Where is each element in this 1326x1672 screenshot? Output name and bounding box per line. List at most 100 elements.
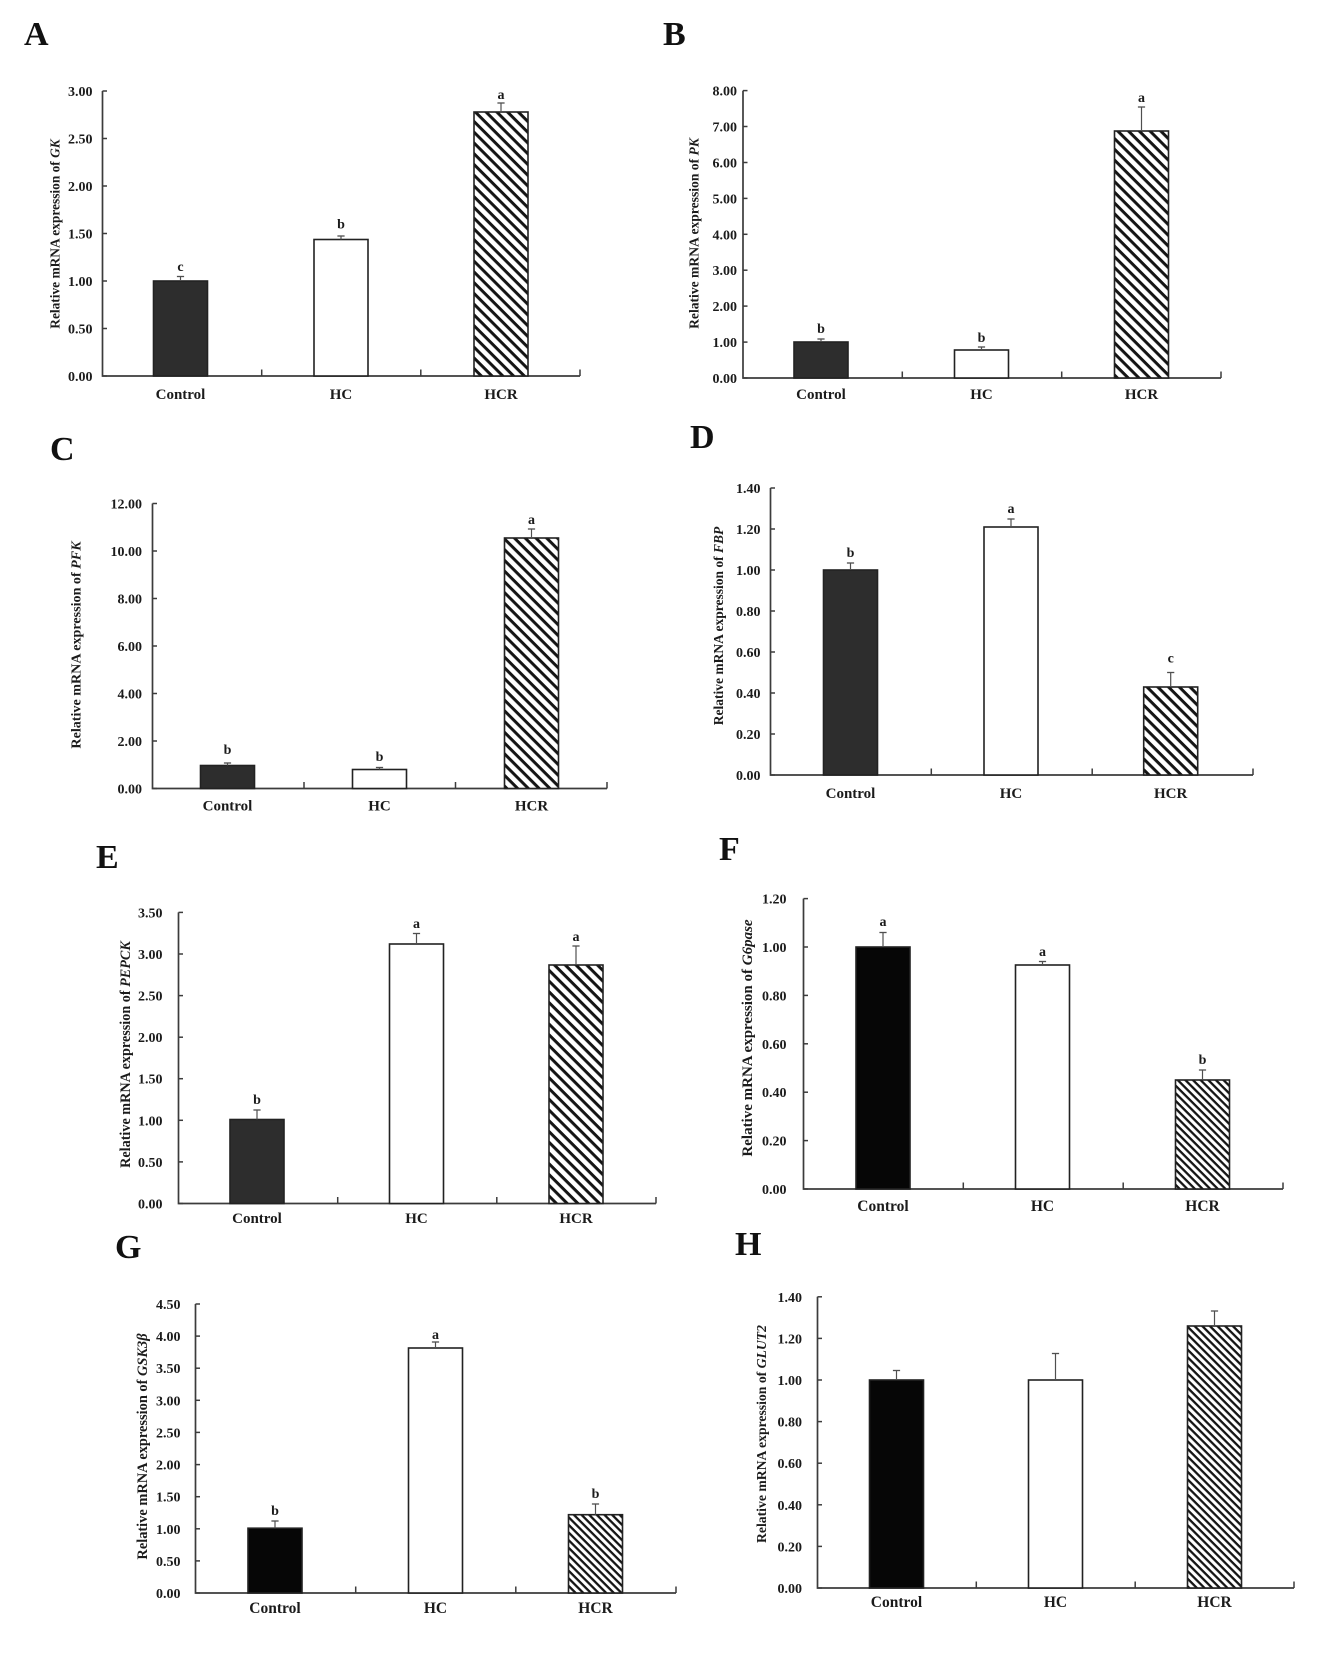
svg-text:1.50: 1.50 — [68, 228, 93, 243]
svg-text:Relative mRNA expression of PF: Relative mRNA expression of PFK — [69, 540, 85, 749]
svg-text:0.00: 0.00 — [736, 769, 761, 784]
svg-text:0.00: 0.00 — [156, 1587, 181, 1602]
svg-text:HC: HC — [970, 387, 993, 403]
svg-text:2.50: 2.50 — [156, 1426, 181, 1441]
svg-text:4.00: 4.00 — [156, 1330, 181, 1345]
svg-text:Control: Control — [796, 387, 846, 403]
svg-text:3.50: 3.50 — [156, 1362, 181, 1377]
svg-text:Relative mRNA expression of GS: Relative mRNA expression of GSK3β — [135, 1333, 151, 1560]
svg-text:1.20: 1.20 — [736, 523, 761, 538]
svg-text:2.00: 2.00 — [118, 735, 143, 750]
svg-text:b: b — [592, 1487, 600, 1502]
svg-text:Control: Control — [857, 1198, 909, 1215]
svg-text:HC: HC — [1000, 786, 1023, 802]
svg-text:HC: HC — [1044, 1594, 1067, 1611]
svg-text:12.00: 12.00 — [111, 498, 143, 513]
svg-text:a: a — [880, 915, 887, 930]
svg-text:1.00: 1.00 — [138, 1114, 163, 1129]
svg-text:3.00: 3.00 — [713, 264, 738, 279]
svg-text:2.00: 2.00 — [138, 1031, 163, 1046]
svg-text:0.00: 0.00 — [713, 372, 738, 387]
svg-text:1.00: 1.00 — [762, 941, 787, 956]
svg-text:1.20: 1.20 — [762, 893, 787, 908]
svg-text:b: b — [271, 1504, 279, 1519]
svg-text:Control: Control — [232, 1211, 282, 1227]
svg-text:HCR: HCR — [1154, 786, 1188, 802]
svg-text:3.00: 3.00 — [68, 85, 93, 100]
svg-text:Relative mRNA expression of FB: Relative mRNA expression of FBP — [711, 526, 726, 725]
svg-text:b: b — [817, 322, 825, 337]
svg-text:Relative mRNA expression of PE: Relative mRNA expression of PEPCK — [118, 940, 134, 1168]
svg-text:Relative mRNA expression of G6: Relative mRNA expression of G6pase — [740, 919, 756, 1157]
svg-text:0.60: 0.60 — [762, 1038, 787, 1053]
svg-text:5.00: 5.00 — [713, 192, 738, 207]
svg-text:7.00: 7.00 — [713, 121, 738, 136]
svg-text:b: b — [978, 331, 986, 346]
svg-text:Control: Control — [871, 1594, 923, 1611]
svg-text:0.20: 0.20 — [762, 1135, 787, 1150]
svg-text:0.00: 0.00 — [68, 370, 93, 385]
svg-text:6.00: 6.00 — [713, 157, 738, 172]
svg-text:a: a — [498, 88, 505, 103]
svg-text:0.40: 0.40 — [762, 1086, 787, 1101]
svg-text:0.20: 0.20 — [736, 728, 761, 743]
svg-text:c: c — [177, 260, 183, 275]
svg-text:4.00: 4.00 — [713, 228, 738, 243]
svg-text:HC: HC — [405, 1211, 428, 1227]
svg-text:1.00: 1.00 — [713, 336, 738, 351]
svg-text:2.50: 2.50 — [68, 133, 93, 148]
svg-text:1.00: 1.00 — [736, 564, 761, 579]
svg-text:HCR: HCR — [578, 1600, 613, 1617]
svg-text:b: b — [337, 218, 345, 233]
svg-text:Control: Control — [826, 786, 876, 802]
svg-text:Control: Control — [156, 387, 206, 403]
svg-text:Relative mRNA expression of GL: Relative mRNA expression of GLUT2 — [754, 1325, 769, 1543]
svg-text:HCR: HCR — [559, 1211, 593, 1227]
svg-text:b: b — [224, 743, 232, 758]
svg-text:1.50: 1.50 — [156, 1491, 181, 1506]
svg-text:6.00: 6.00 — [118, 640, 143, 655]
svg-text:0.00: 0.00 — [778, 1582, 803, 1597]
svg-text:HC: HC — [368, 799, 391, 815]
svg-text:1.00: 1.00 — [156, 1523, 181, 1538]
svg-text:1.00: 1.00 — [778, 1374, 803, 1389]
svg-text:HCR: HCR — [1125, 387, 1159, 403]
svg-text:3.00: 3.00 — [156, 1394, 181, 1409]
svg-text:2.00: 2.00 — [713, 300, 738, 315]
svg-text:0.50: 0.50 — [138, 1156, 163, 1171]
svg-text:A: A — [24, 16, 49, 53]
svg-text:1.40: 1.40 — [736, 482, 761, 497]
svg-text:HC: HC — [424, 1600, 447, 1617]
svg-text:0.00: 0.00 — [762, 1183, 787, 1198]
svg-text:H: H — [735, 1226, 761, 1263]
svg-text:0.40: 0.40 — [778, 1499, 803, 1514]
svg-text:0.40: 0.40 — [736, 687, 761, 702]
svg-text:B: B — [663, 16, 686, 53]
svg-text:0.80: 0.80 — [778, 1416, 803, 1431]
svg-text:Control: Control — [203, 799, 253, 815]
svg-text:3.50: 3.50 — [138, 906, 163, 921]
svg-text:2.50: 2.50 — [138, 990, 163, 1005]
svg-text:0.60: 0.60 — [736, 646, 761, 661]
svg-text:HC: HC — [1031, 1198, 1054, 1215]
svg-text:2.00: 2.00 — [68, 180, 93, 195]
svg-text:Control: Control — [249, 1600, 301, 1617]
svg-text:a: a — [432, 1328, 439, 1343]
svg-text:a: a — [413, 917, 420, 932]
svg-text:D: D — [690, 419, 715, 456]
svg-text:a: a — [1039, 945, 1046, 960]
svg-text:0.00: 0.00 — [138, 1198, 163, 1213]
svg-text:Relative mRNA expression of PK: Relative mRNA expression of PK — [687, 137, 702, 329]
svg-text:2.00: 2.00 — [156, 1459, 181, 1474]
svg-text:1.50: 1.50 — [138, 1073, 163, 1088]
svg-text:b: b — [376, 750, 384, 765]
svg-text:0.80: 0.80 — [762, 989, 787, 1004]
svg-text:a: a — [1008, 502, 1015, 517]
svg-text:HC: HC — [330, 387, 353, 403]
svg-text:1.00: 1.00 — [68, 275, 93, 290]
svg-text:a: a — [573, 930, 580, 945]
svg-text:HCR: HCR — [1185, 1198, 1220, 1215]
svg-text:0.60: 0.60 — [778, 1457, 803, 1472]
svg-text:0.50: 0.50 — [156, 1555, 181, 1570]
svg-text:c: c — [1168, 652, 1174, 667]
